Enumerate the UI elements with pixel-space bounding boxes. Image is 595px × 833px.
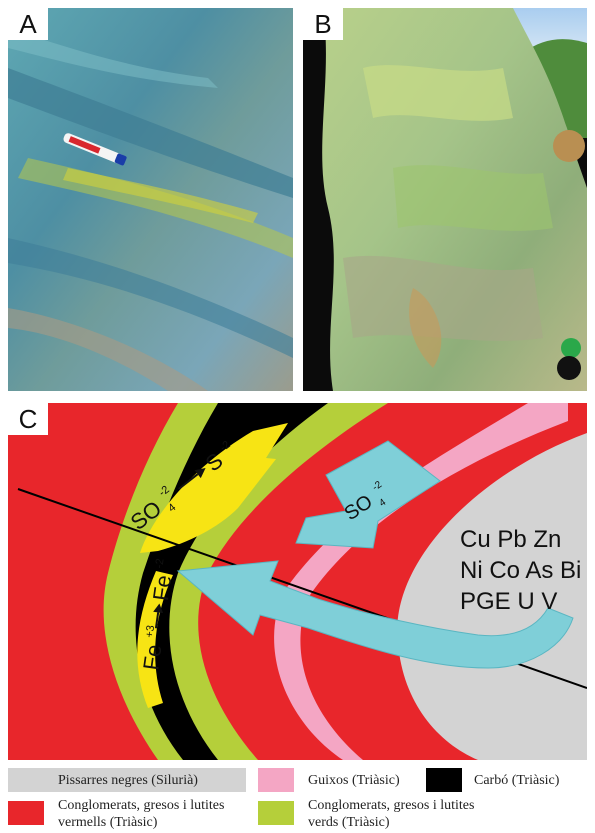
reaction-arrow-sulfur [178, 473, 199, 490]
metals-line-3: PGE U V [460, 588, 557, 615]
reaction-iron-ox-label: Fe [138, 643, 166, 672]
diagram-panel-c: SO 4 -2 S -2 Fe +3 Fe -2 [8, 403, 587, 760]
reduction-zone-upper [140, 423, 288, 553]
legend-label-green-beds-line1: Conglomerats, gresos i lutites [308, 798, 475, 813]
legend-swatch-green-beds [258, 801, 294, 825]
panel-label-b: B [303, 8, 343, 40]
legend-label-gypsum: Guixos (Triàsic) [308, 773, 400, 788]
metals-line-1: Cu Pb Zn [460, 526, 561, 553]
reaction-iron-ox-sup: +3 [144, 624, 158, 638]
legend-label-red-beds-line1: Conglomerats, gresos i lutites [58, 798, 225, 813]
legend-label-green-beds-line2: verds (Triàsic) [308, 815, 390, 830]
panel-label-a: A [8, 8, 48, 40]
reaction-arrowhead-sulfur [194, 468, 206, 479]
panel-label-c: C [8, 403, 48, 435]
legend-swatch-coal [426, 768, 462, 792]
legend-swatch-shales [8, 768, 246, 792]
legend-swatch-red-beds [8, 801, 44, 825]
legend-label-green-beds: Conglomerats, gresos i lutites verds (Tr… [308, 797, 474, 831]
svg-text:Fe +3: Fe +3 [138, 624, 169, 671]
legend-label-shales: Pissarres negres (Silurià) [58, 773, 198, 788]
reaction-iron-red-sup: -2 [153, 558, 166, 569]
silurian-shales-unit [397, 433, 587, 760]
reduction-zone-lower [137, 571, 173, 708]
legend-label-red-beds: Conglomerats, gresos i lutites vermells … [58, 797, 224, 831]
photo-panel-a: A [8, 8, 293, 391]
metals-line-2: Ni Co As Bi [460, 557, 581, 584]
cross-section-diagram: SO 4 -2 S -2 Fe +3 Fe -2 [8, 403, 587, 760]
reaction-iron-red-label: Fe [148, 573, 176, 602]
sulfate-flow-arrow [295, 440, 441, 549]
pen-marker [63, 133, 127, 166]
photo-b-outcrop [303, 8, 587, 391]
fluid-flow-arrow [176, 560, 574, 669]
reaction-arrowhead-iron [153, 603, 164, 614]
svg-text:Fe -2: Fe -2 [148, 558, 179, 603]
reaction-arrow-iron [154, 612, 160, 629]
legend-label-coal: Carbó (Triàsic) [474, 773, 560, 788]
arrow-sulfate-sub: 4 [377, 497, 388, 509]
photo-panel-b: B [303, 8, 587, 391]
legend-label-red-beds-line2: vermells (Triàsic) [58, 815, 158, 830]
photo-a-outcrop [8, 8, 293, 391]
legend-swatch-gypsum [258, 768, 294, 792]
